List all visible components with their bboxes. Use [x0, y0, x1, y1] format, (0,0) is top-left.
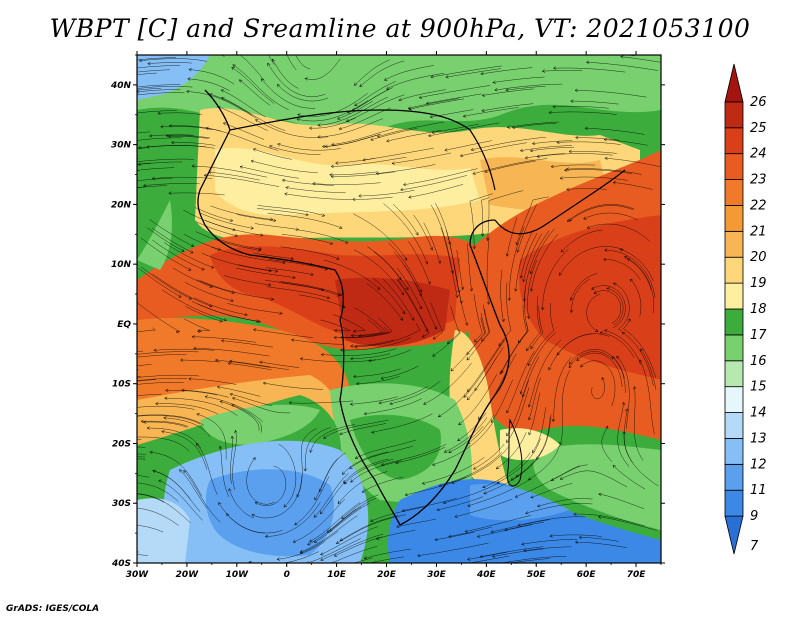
lon-tick-label: 40E — [476, 570, 497, 580]
colorbar-label: 12 — [750, 457, 767, 472]
colorbar-label: 14 — [750, 406, 767, 421]
colorbar-segment — [724, 438, 744, 465]
colorbar-segment — [724, 412, 744, 439]
colorbar-label: 18 — [750, 302, 767, 317]
lat-tick-label: 30S — [112, 499, 131, 509]
colorbar-segment — [724, 230, 744, 258]
lat-tick-label: 20N — [111, 200, 132, 210]
colorbar-label: 24 — [750, 147, 767, 162]
lat-tick-label: 10S — [112, 380, 131, 390]
colorbar-segment — [724, 101, 744, 129]
colorbar: 7 9 11 12 13 14 15 16 17 18 19 20 21 22 23 24 25 26 — [724, 63, 767, 555]
colorbar-label: 7 — [750, 539, 759, 554]
lat-tick-label: 20S — [112, 439, 131, 449]
colorbar-segment — [724, 256, 744, 284]
colorbar-label: 23 — [750, 173, 767, 188]
lat-tick-label: EQ — [117, 320, 131, 330]
colorbar-label: 21 — [750, 224, 767, 239]
map-title: WBPT [C] and Sreamline at 900hPa, VT: 20… — [49, 14, 751, 43]
lon-tick-label: 20E — [377, 570, 397, 580]
grads-credit: GrADS: IGES/COLA — [6, 604, 100, 614]
colorbar-label: 22 — [750, 198, 767, 213]
wbpt-field-map — [137, 55, 661, 563]
colorbar-segment — [724, 153, 744, 180]
colorbar-segment — [724, 282, 744, 310]
lat-tick-label: 40N — [110, 81, 132, 91]
colorbar-segment — [724, 463, 744, 491]
latitude-axis: 40S 30S 20S 10S EQ 10N 20N 30N 40N — [110, 54, 665, 569]
colorbar-label: 11 — [750, 483, 767, 498]
lon-tick-label: 10E — [327, 570, 347, 580]
lon-tick-label: 30W — [126, 570, 150, 580]
lat-tick-label: 40S — [111, 559, 131, 569]
colorbar-segment — [724, 360, 744, 388]
lon-tick-label: 50E — [527, 570, 547, 580]
colorbar-label: 16 — [750, 354, 767, 369]
colorbar-label: 25 — [750, 121, 767, 136]
lon-tick-label: 20W — [176, 570, 200, 580]
colorbar-segment — [724, 127, 744, 155]
colorbar-label: 19 — [750, 276, 767, 291]
colorbar-segment — [724, 515, 744, 555]
longitude-axis: 30W 20W 10W 0 10E 20E 30E 40E 50E 60E 70E — [126, 51, 662, 580]
colorbar-segment — [724, 334, 744, 362]
colorbar-label: 15 — [750, 380, 767, 395]
colorbar-label: 17 — [750, 328, 767, 343]
lon-tick-label: 30E — [427, 570, 447, 580]
colorbar-label: 9 — [750, 509, 758, 524]
colorbar-label: 26 — [750, 95, 767, 110]
colorbar-segment — [724, 63, 744, 103]
streamline-layer — [137, 55, 661, 563]
colorbar-segment — [724, 205, 744, 232]
map-frame — [136, 54, 662, 564]
lat-tick-label: 10N — [111, 260, 132, 270]
colorbar-label: 20 — [750, 250, 767, 265]
colorbar-segment — [724, 386, 744, 413]
colorbar-label: 13 — [750, 431, 767, 446]
lon-tick-label: 0 — [284, 570, 290, 580]
lon-tick-label: 60E — [577, 570, 597, 580]
colorbar-segment — [724, 489, 744, 517]
colorbar-segment — [724, 308, 744, 336]
lat-tick-label: 30N — [111, 141, 132, 151]
lon-tick-label: 70E — [627, 570, 647, 580]
colorbar-segment — [724, 179, 744, 206]
lon-tick-label: 10W — [226, 570, 250, 580]
